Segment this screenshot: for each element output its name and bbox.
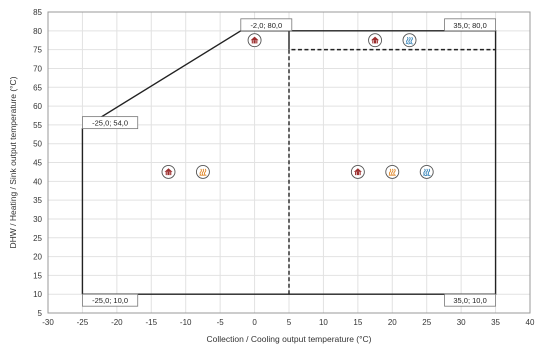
x-tick-label: 0 [252, 318, 257, 327]
envelope-lines [81, 30, 497, 295]
y-tick-label: 70 [33, 64, 42, 73]
plot-area-frame [47, 11, 531, 314]
y-tick-label: 60 [33, 102, 42, 111]
y-tick-label: 65 [33, 83, 42, 92]
x-tick-label: -10 [180, 318, 192, 327]
y-axis-title: DHW / Heating / Sink output temperature … [8, 76, 18, 248]
x-tick-label: 5 [287, 318, 292, 327]
y-tick-label: 20 [33, 253, 42, 262]
x-tick-label: 10 [319, 318, 328, 327]
house-icon [368, 33, 383, 48]
hot-water-icon [419, 164, 434, 179]
corner-callout: -25,0; 10,0 [82, 293, 139, 307]
callout-label: -25,0; 54,0 [92, 119, 128, 128]
y-tick-label: 85 [33, 8, 42, 17]
x-tick-label: 25 [422, 318, 431, 327]
x-tick-label: 20 [388, 318, 397, 327]
y-tick-label: 80 [33, 27, 42, 36]
heating-icon [195, 164, 210, 179]
x-tick-label: 30 [457, 318, 466, 327]
y-tick-label: 25 [33, 234, 42, 243]
corner-callout: 35,0; 10,0 [444, 293, 496, 307]
house-icon [247, 33, 262, 48]
corner-callout: -25,0; 54,0 [82, 116, 139, 130]
callout-box [444, 18, 496, 32]
x-tick-label: -25 [77, 318, 89, 327]
x-tick-label: -30 [42, 318, 54, 327]
y-tick-label: 75 [33, 46, 42, 55]
x-axis-title: Collection / Cooling output temperature … [207, 334, 372, 344]
y-tick-label: 40 [33, 177, 42, 186]
x-tick-label: 40 [526, 318, 535, 327]
x-axis-ticks: -30 -25 -20 -15 -10 -5 0 5 10 15 20 25 30 35 40 [42, 318, 535, 327]
y-tick-label: 50 [33, 140, 42, 149]
callout-label: -2,0; 80,0 [250, 21, 282, 30]
heating-icon [385, 164, 400, 179]
x-tick-label: -5 [217, 318, 225, 327]
x-tick-label: -20 [111, 318, 123, 327]
x-tick-label: 35 [491, 318, 500, 327]
house-icon [161, 164, 176, 179]
y-tick-label: 30 [33, 215, 42, 224]
callout-box [444, 293, 496, 307]
y-tick-label: 15 [33, 271, 42, 280]
envelope-boundary-line [81, 30, 497, 295]
y-tick-label: 55 [33, 121, 42, 130]
y-axis-ticks: 5 10 15 20 25 30 35 40 45 50 55 60 65 70 75 80 85 [33, 8, 42, 318]
callout-box [82, 116, 139, 130]
hot-water-icon [402, 33, 417, 48]
x-tick-label: 15 [353, 318, 362, 327]
house-icon [350, 164, 365, 179]
y-tick-label: 35 [33, 196, 42, 205]
callout-box [82, 293, 139, 307]
corner-callout: -2,0; 80,0 [240, 18, 293, 32]
callout-label: 35,0; 80,0 [453, 21, 486, 30]
callout-label: 35,0; 10,0 [453, 296, 486, 305]
application-markers [161, 33, 434, 179]
callout-label: -25,0; 10,0 [92, 296, 128, 305]
callout-box [240, 18, 293, 32]
corner-callouts: -2,0; 80,0 35,0; 80,0 -25,0; 54,0 -25,0; 10… [82, 18, 496, 307]
y-tick-label: 45 [33, 159, 42, 168]
y-tick-label: 10 [33, 290, 42, 299]
x-tick-label: -15 [146, 318, 158, 327]
dashed-limit-line [288, 48, 496, 295]
y-tick-label: 5 [38, 309, 43, 318]
corner-callout: 35,0; 80,0 [444, 18, 496, 32]
